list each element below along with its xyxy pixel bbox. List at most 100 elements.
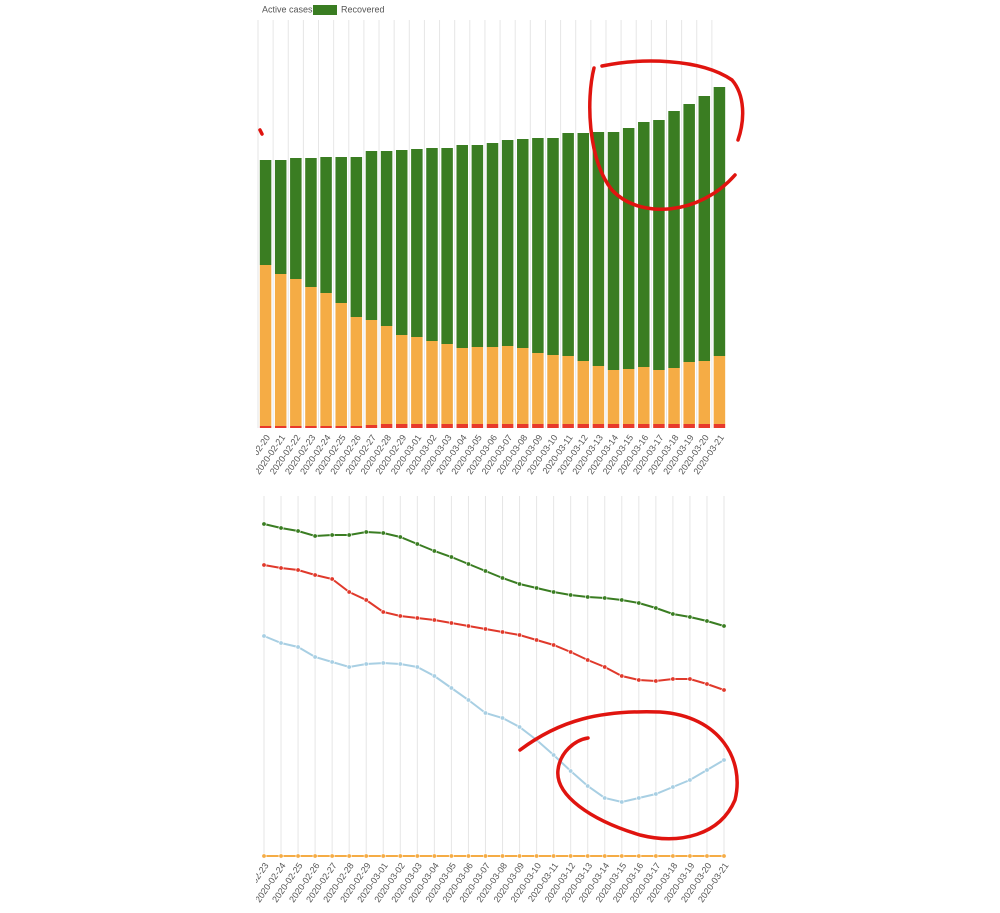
point bbox=[602, 795, 608, 801]
bar-segment bbox=[320, 157, 332, 293]
bar-segment bbox=[471, 424, 484, 428]
bar-segment bbox=[335, 303, 347, 426]
bar-segment bbox=[426, 148, 438, 341]
bar-segment bbox=[547, 424, 559, 428]
bar-segment bbox=[577, 424, 590, 428]
point bbox=[380, 530, 386, 536]
legend-label: Active cases bbox=[262, 4, 313, 14]
point bbox=[312, 654, 318, 660]
point bbox=[653, 678, 659, 684]
bar-segment bbox=[365, 425, 378, 428]
point bbox=[602, 664, 608, 670]
point bbox=[329, 576, 335, 582]
point bbox=[653, 853, 659, 859]
point bbox=[721, 853, 727, 859]
point bbox=[329, 532, 335, 538]
point bbox=[397, 534, 403, 540]
bar-segment bbox=[259, 160, 272, 265]
point bbox=[500, 575, 506, 581]
bar-segment bbox=[426, 424, 438, 428]
point bbox=[312, 572, 318, 578]
bar-segment bbox=[683, 424, 695, 428]
point bbox=[551, 853, 557, 859]
point bbox=[261, 633, 267, 639]
point bbox=[670, 676, 676, 682]
point bbox=[619, 853, 625, 859]
point bbox=[482, 568, 488, 574]
point bbox=[312, 853, 318, 859]
bar-segment bbox=[335, 426, 347, 428]
point bbox=[278, 640, 284, 646]
bar-segment bbox=[471, 145, 484, 347]
bar-segment bbox=[713, 424, 726, 428]
bar-segment bbox=[668, 424, 680, 428]
point bbox=[431, 617, 437, 623]
bar-segment bbox=[290, 158, 302, 279]
point bbox=[517, 853, 523, 859]
point bbox=[704, 767, 710, 773]
bar-segment bbox=[668, 368, 680, 424]
point bbox=[295, 528, 301, 534]
bar-segment bbox=[592, 132, 605, 366]
bar-segment bbox=[274, 160, 287, 274]
point bbox=[482, 626, 488, 632]
legend-label: Recovered bbox=[341, 4, 385, 14]
bar-segment bbox=[607, 370, 620, 424]
bar-segment bbox=[607, 132, 620, 370]
point bbox=[517, 724, 523, 730]
point bbox=[670, 784, 676, 790]
bar-segment bbox=[350, 426, 363, 428]
point bbox=[568, 592, 574, 598]
point bbox=[261, 853, 267, 859]
bar-segment bbox=[653, 370, 665, 424]
point bbox=[636, 600, 642, 606]
point bbox=[619, 799, 625, 805]
point bbox=[687, 853, 693, 859]
point bbox=[602, 853, 608, 859]
point bbox=[380, 660, 386, 666]
point bbox=[346, 589, 352, 595]
point bbox=[363, 597, 369, 603]
bar-segment bbox=[517, 348, 529, 424]
bar-segment bbox=[380, 424, 393, 428]
point bbox=[500, 715, 506, 721]
bar-segment bbox=[290, 279, 302, 426]
point bbox=[465, 853, 471, 859]
bar-segment bbox=[320, 293, 332, 426]
point bbox=[397, 661, 403, 667]
bar-segment bbox=[638, 367, 650, 424]
bar-segment bbox=[426, 341, 438, 424]
bar-segment bbox=[305, 287, 317, 426]
point bbox=[585, 594, 591, 600]
point bbox=[482, 710, 488, 716]
point bbox=[551, 642, 557, 648]
point bbox=[704, 853, 710, 859]
bar-segment bbox=[456, 145, 468, 348]
line bbox=[263, 564, 725, 691]
point bbox=[670, 611, 676, 617]
bar-segment bbox=[456, 424, 468, 428]
bar-segment bbox=[532, 424, 544, 428]
point bbox=[551, 589, 557, 595]
bar-segment bbox=[501, 424, 514, 428]
point bbox=[551, 752, 557, 758]
hand-circle bbox=[588, 59, 745, 211]
bar-segment bbox=[501, 140, 514, 346]
point bbox=[363, 853, 369, 859]
point bbox=[346, 853, 352, 859]
point bbox=[653, 605, 659, 611]
point bbox=[380, 853, 386, 859]
point bbox=[517, 581, 523, 587]
bar-segment bbox=[547, 138, 559, 355]
bar-chart bbox=[257, 20, 726, 428]
bar-segment bbox=[532, 353, 544, 424]
bar-segment bbox=[517, 424, 529, 428]
bar-segment bbox=[471, 347, 484, 424]
point bbox=[363, 529, 369, 535]
legend-swatch bbox=[313, 5, 337, 15]
point bbox=[397, 613, 403, 619]
bar-segment bbox=[547, 355, 559, 424]
point bbox=[278, 565, 284, 571]
x-tick-labels: 2020-02-202020-02-212020-02-222020-02-23… bbox=[256, 433, 731, 904]
